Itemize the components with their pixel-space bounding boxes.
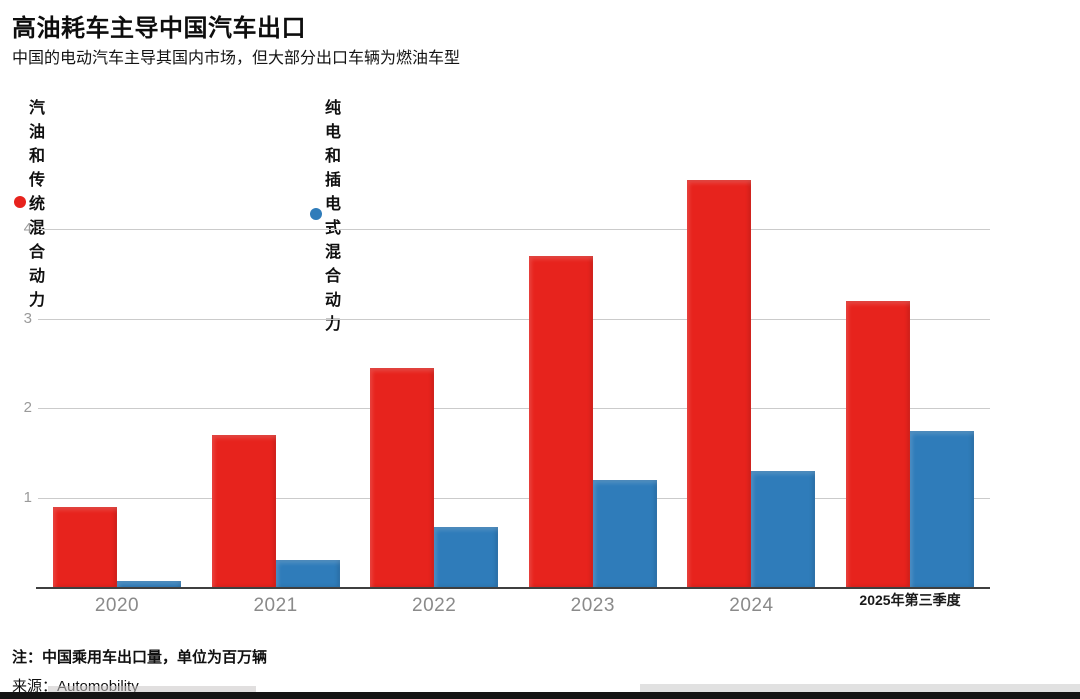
bar-ice-2020: [53, 506, 117, 587]
bar-ev-2021: [275, 560, 340, 587]
page-subtitle: 中国的电动汽车主导其国内市场，但大部分出口车辆为燃油车型: [12, 50, 461, 67]
x-axis-label-2021: 2021: [253, 595, 298, 616]
y-axis-tick-1: 1: [23, 488, 32, 506]
bar-ev-2023: [592, 479, 657, 587]
x-axis-label-2024: 2024: [729, 595, 774, 616]
gridline-1: [38, 497, 990, 499]
x-axis-label-2022: 2022: [412, 595, 457, 616]
legend-label-ev: 纯电和插电式混合动力: [325, 100, 342, 333]
bar-ice-2024: [687, 180, 752, 587]
y-axis-tick-2: 2: [23, 399, 32, 417]
bar-ev-2022: [434, 527, 499, 587]
bottom-shadow-right: [640, 684, 1080, 692]
bar-ev-2025年第三季度: [910, 430, 974, 587]
bar-ice-2022: [370, 367, 435, 587]
gridline-3: [38, 318, 990, 320]
legend-item-ev: 纯电和插电式混合动力: [310, 94, 341, 334]
x-axis-line: [36, 587, 990, 589]
x-axis-label-2020: 2020: [94, 595, 140, 616]
gridline-2: [38, 408, 990, 410]
legend-item-ice: 汽油和传统混合动力: [14, 94, 45, 310]
x-axis-label-2025年第三季度: 2025年第三季度: [859, 592, 961, 608]
legend-label-ice: 汽油和传统混合动力: [29, 100, 46, 309]
bottom-edge-bar: [0, 692, 1080, 699]
page-title: 高油耗车主导中国汽车出口: [12, 15, 306, 42]
bar-ev-2024: [751, 470, 816, 587]
bar-ice-2025年第三季度: [846, 300, 910, 587]
x-axis-label-2023: 2023: [570, 595, 615, 616]
bar-ice-2021: [211, 435, 276, 587]
y-axis-tick-3: 3: [23, 309, 32, 327]
bar-ice-2023: [528, 256, 593, 587]
legend-dot-red-icon: [14, 196, 26, 208]
bottom-shadow-left: [48, 686, 256, 693]
y-axis-tick-4: 4: [23, 220, 32, 238]
legend-dot-blue-icon: [310, 208, 322, 220]
bar-ev-2020: [117, 580, 181, 587]
gridline-4: [38, 229, 990, 231]
chart-note: 注：中国乘用车出口量，单位为百万辆: [12, 649, 268, 666]
